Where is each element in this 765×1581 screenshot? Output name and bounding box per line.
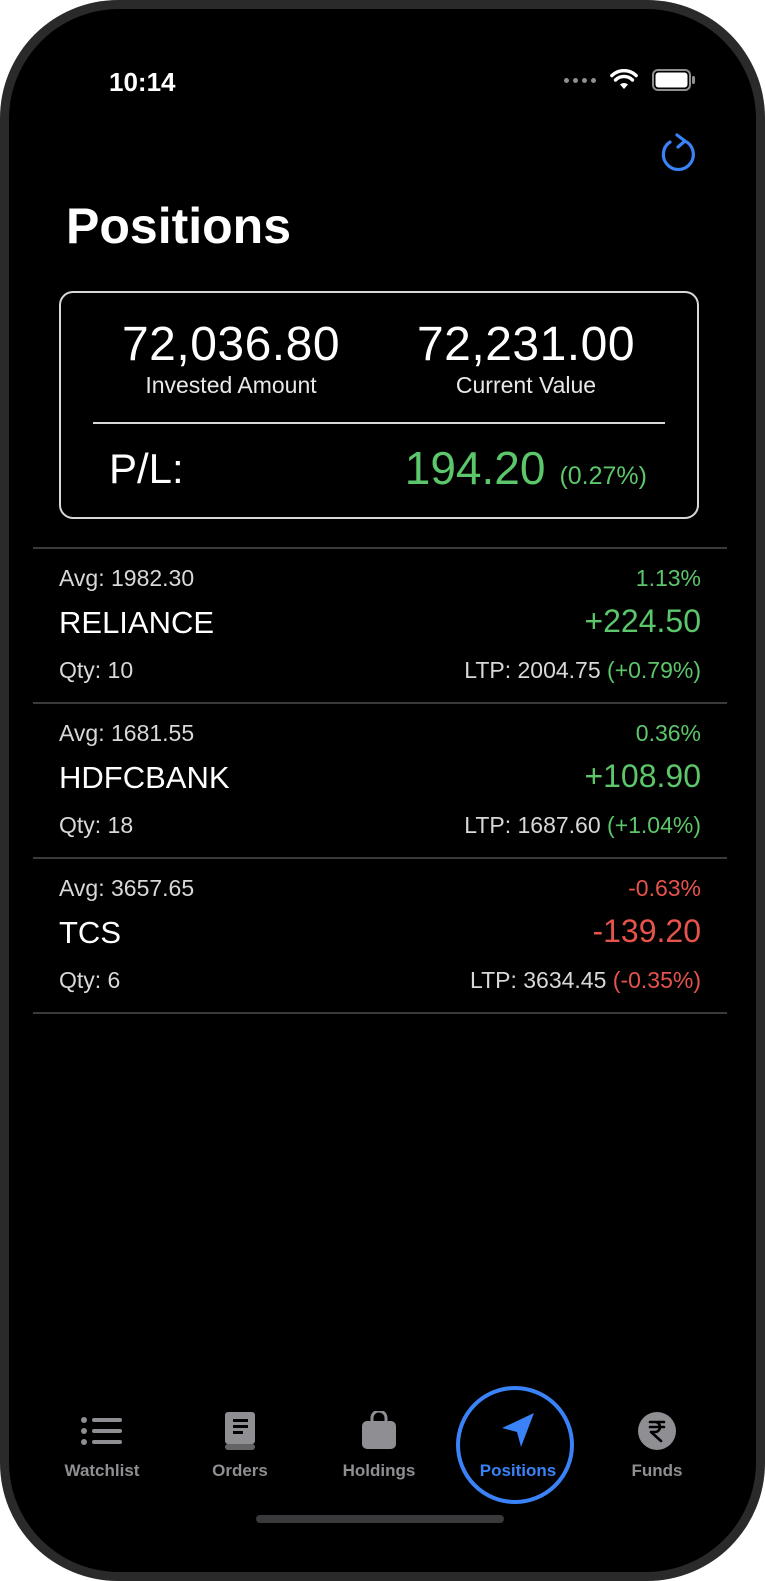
- home-indicator[interactable]: [256, 1515, 504, 1523]
- pnl-percent: -0.63%: [628, 875, 701, 901]
- symbol: RELIANCE: [59, 605, 215, 640]
- status-icons: [564, 69, 696, 91]
- ltp-value: LTP: 3634.45: [470, 967, 607, 993]
- row-divider: [33, 1012, 727, 1014]
- quantity: Qty: 10: [59, 657, 134, 683]
- location-arrow-icon: [502, 1413, 534, 1447]
- row-divider: [33, 547, 727, 549]
- avg-price: Avg: 3657.65: [59, 875, 195, 901]
- page-title: Positions: [66, 198, 292, 254]
- symbol: TCS: [59, 915, 121, 950]
- status-time: 10:14: [109, 67, 176, 97]
- tab-orders[interactable]: Orders: [180, 1411, 300, 1481]
- tab-label: Positions: [479, 1461, 557, 1480]
- row-divider: [33, 702, 727, 704]
- pnl-amount: +224.50: [584, 603, 701, 639]
- avg-price: Avg: 1681.55: [59, 720, 195, 746]
- row-divider: [33, 857, 727, 859]
- position-row-tcs[interactable]: Avg: 3657.65 -0.63% TCS -139.20 Qty: 6 L…: [33, 859, 727, 1012]
- ltp-value: LTP: 2004.75: [464, 657, 601, 683]
- ltp: LTP: 3634.45 (-0.35%): [470, 967, 701, 994]
- position-row-hdfcbank[interactable]: Avg: 1681.55 0.36% HDFCBANK +108.90 Qty:…: [33, 704, 727, 857]
- positions-list: Avg: 1982.30 1.13% RELIANCE +224.50 Qty:…: [33, 547, 727, 1014]
- card-divider: [93, 422, 665, 424]
- summary-card: 72,036.80 Invested Amount 72,231.00 Curr…: [59, 291, 699, 519]
- current-label: Current Value: [455, 372, 597, 398]
- symbol: HDFCBANK: [59, 760, 230, 795]
- refresh-icon[interactable]: [657, 131, 701, 175]
- pnl-percent: 0.36%: [635, 720, 701, 746]
- ltp-change: (+0.79%): [607, 657, 701, 683]
- quantity: Qty: 18: [59, 812, 134, 838]
- tab-watchlist[interactable]: Watchlist: [42, 1411, 162, 1481]
- invested-label: Invested Amount: [145, 372, 317, 398]
- screen: 10:14 Positions 72,036.80 Invested Amoun…: [9, 9, 756, 1572]
- tab-bar: Watchlist Orders Holdings: [9, 1386, 756, 1509]
- book-icon: [225, 1412, 255, 1450]
- avg-price: Avg: 1982.30: [59, 565, 195, 591]
- tab-funds[interactable]: Funds: [597, 1411, 717, 1481]
- battery-icon: [652, 69, 695, 91]
- tab-label: Holdings: [342, 1461, 416, 1480]
- invested-stat: 72,036.80 Invested Amount: [86, 317, 376, 399]
- position-row-reliance[interactable]: Avg: 1982.30 1.13% RELIANCE +224.50 Qty:…: [33, 549, 727, 702]
- rupee-icon: [638, 1412, 676, 1450]
- pl-amount: 194.20: [404, 442, 546, 494]
- wifi-icon: [610, 69, 638, 89]
- invested-amount: 72,036.80: [121, 318, 341, 371]
- ltp-change: (-0.35%): [612, 967, 701, 993]
- quantity: Qty: 6: [59, 967, 121, 993]
- tab-label: Orders: [212, 1461, 268, 1480]
- pl-label: P/L:: [109, 445, 184, 492]
- pl-percent: (0.27%): [559, 462, 647, 490]
- pnl-amount: +108.90: [584, 758, 701, 794]
- current-value: 72,231.00: [416, 318, 636, 371]
- ltp-change: (+1.04%): [607, 812, 701, 838]
- current-stat: 72,231.00 Current Value: [381, 317, 671, 399]
- tab-label: Funds: [631, 1461, 683, 1480]
- tab-positions[interactable]: Positions: [458, 1411, 578, 1481]
- list-icon: [81, 1417, 122, 1445]
- pl-value: 194.20 (0.27%): [405, 441, 647, 495]
- ltp: LTP: 1687.60 (+1.04%): [464, 812, 701, 839]
- bag-icon: [362, 1411, 396, 1449]
- signal-icon: [564, 77, 596, 83]
- active-tab-indicator: [456, 1386, 574, 1504]
- ltp: LTP: 2004.75 (+0.79%): [464, 657, 701, 684]
- pnl-amount: -139.20: [592, 913, 701, 949]
- tab-label: Watchlist: [64, 1461, 140, 1480]
- ltp-value: LTP: 1687.60: [464, 812, 601, 838]
- tab-holdings[interactable]: Holdings: [319, 1411, 439, 1481]
- pnl-percent: 1.13%: [635, 565, 701, 591]
